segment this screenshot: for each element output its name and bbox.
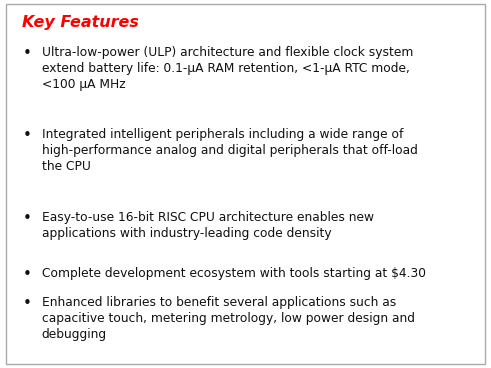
Text: Integrated intelligent peripherals including a wide range of
high-performance an: Integrated intelligent peripherals inclu… (42, 128, 418, 173)
Text: Easy-to-use 16-bit RISC CPU architecture enables new
applications with industry-: Easy-to-use 16-bit RISC CPU architecture… (42, 211, 374, 240)
Text: •: • (23, 128, 31, 144)
Text: •: • (23, 267, 31, 282)
Text: •: • (23, 46, 31, 61)
Text: Ultra-low-power (ULP) architecture and flexible clock system
extend battery life: Ultra-low-power (ULP) architecture and f… (42, 46, 413, 91)
Text: Key Features: Key Features (22, 15, 139, 31)
Text: Complete development ecosystem with tools starting at $4.30: Complete development ecosystem with tool… (42, 267, 426, 280)
Text: •: • (23, 296, 31, 311)
FancyBboxPatch shape (6, 4, 485, 364)
Text: •: • (23, 211, 31, 226)
Text: Enhanced libraries to benefit several applications such as
capacitive touch, met: Enhanced libraries to benefit several ap… (42, 296, 415, 341)
